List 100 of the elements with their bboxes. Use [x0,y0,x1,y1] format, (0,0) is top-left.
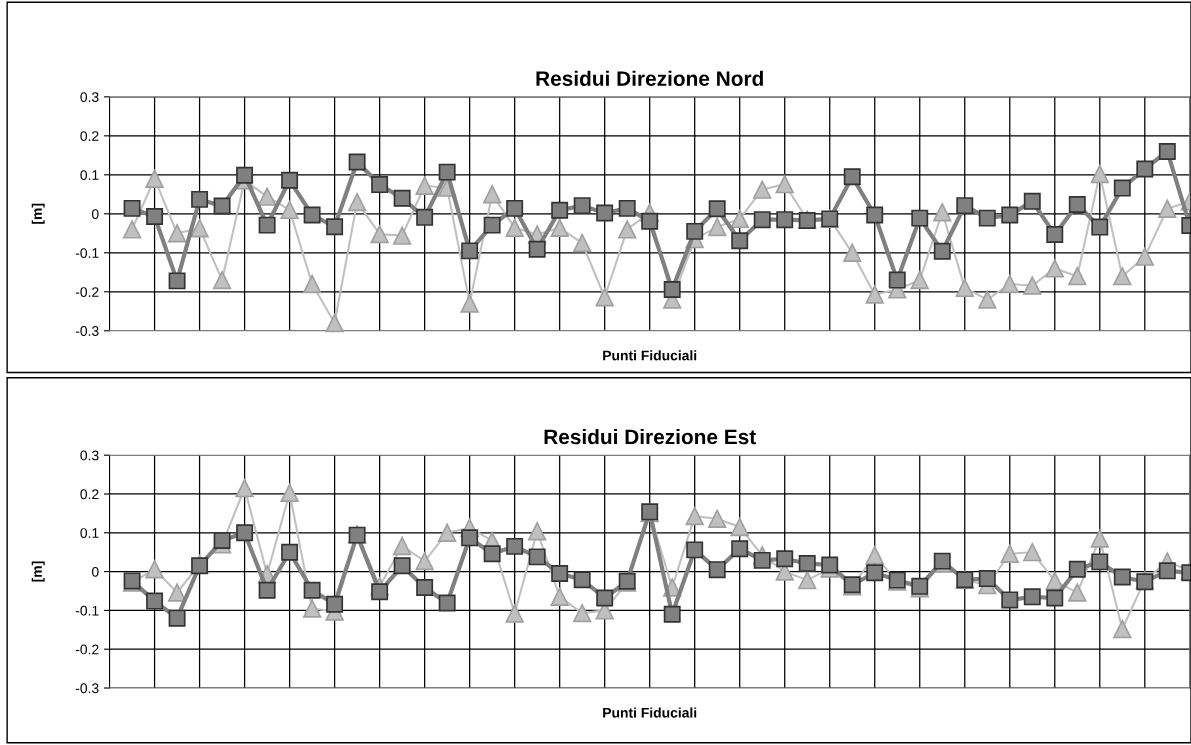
point [596,589,614,607]
point [573,233,592,253]
point [865,285,884,304]
point [145,560,164,579]
point [392,536,412,556]
point [1113,179,1131,197]
point [1091,553,1109,571]
point [731,232,749,250]
point [415,176,434,195]
point [573,197,591,215]
point [866,564,884,582]
point [1023,588,1041,606]
point [460,294,479,313]
point [731,540,749,558]
point [1068,267,1087,286]
point [483,545,501,563]
point [145,169,164,188]
point [550,587,569,606]
point [258,581,276,599]
point [506,537,524,555]
point [798,554,816,572]
point [122,220,142,239]
y-tick-label: 0.1 [80,528,99,538]
point [123,199,141,217]
point [1045,571,1064,591]
point [618,199,636,217]
y-tick-label: -0.2 [75,644,99,655]
point [821,556,839,574]
point [348,153,366,171]
point [281,171,299,189]
y-tick-label: 0.3 [80,92,99,103]
point [527,522,547,541]
point [146,208,164,226]
point [1136,573,1154,591]
point [753,551,771,569]
point [686,541,704,559]
point [191,190,209,208]
point [371,176,389,194]
point [528,548,546,566]
point [347,192,367,212]
point [1113,619,1132,639]
point [753,211,771,229]
point [843,168,861,186]
point [370,224,389,244]
point [190,219,209,238]
point [506,199,524,217]
point [933,242,951,260]
point [438,594,456,612]
point [280,483,299,503]
y-tick-label: -0.1 [75,248,99,258]
point [1113,267,1132,286]
point [1158,142,1176,160]
chart-title: Residui Direzione Est [544,428,756,445]
point [910,270,929,290]
chart-title: Residui Direzione Nord [536,70,763,86]
y-tick-label: -0.3 [75,326,99,336]
point [1135,247,1154,266]
point [212,270,232,290]
point [956,197,974,215]
point [146,592,164,610]
point [978,290,997,309]
y-tick-label: -0.2 [75,287,99,297]
point [911,209,929,227]
y-tick-label: 0.3 [80,450,99,461]
point [1000,274,1019,294]
point [978,209,996,227]
point [371,583,389,601]
point [618,220,637,239]
point [1046,589,1064,607]
y-axis-title: [m] [31,203,45,224]
point [1068,560,1086,578]
point [258,216,276,234]
point [1023,276,1042,295]
point [776,211,794,229]
point [281,543,299,561]
point [1068,583,1087,602]
point [1001,206,1019,224]
point [168,609,186,627]
point [595,288,614,307]
point [1045,259,1064,278]
point [437,523,457,542]
point [416,579,434,596]
y-tick-label: 0 [91,566,99,577]
point [1068,195,1086,213]
point [888,271,906,289]
point [505,604,524,623]
point [641,212,659,230]
point [482,185,502,204]
point [708,217,727,237]
point [302,599,322,618]
point [550,218,569,238]
point [213,532,231,550]
point [257,187,277,206]
point [1158,199,1177,218]
point [438,163,456,181]
point [865,546,884,565]
y-tick-label: 0.2 [80,489,99,500]
point [325,313,344,333]
point [978,570,996,588]
point [775,175,794,194]
